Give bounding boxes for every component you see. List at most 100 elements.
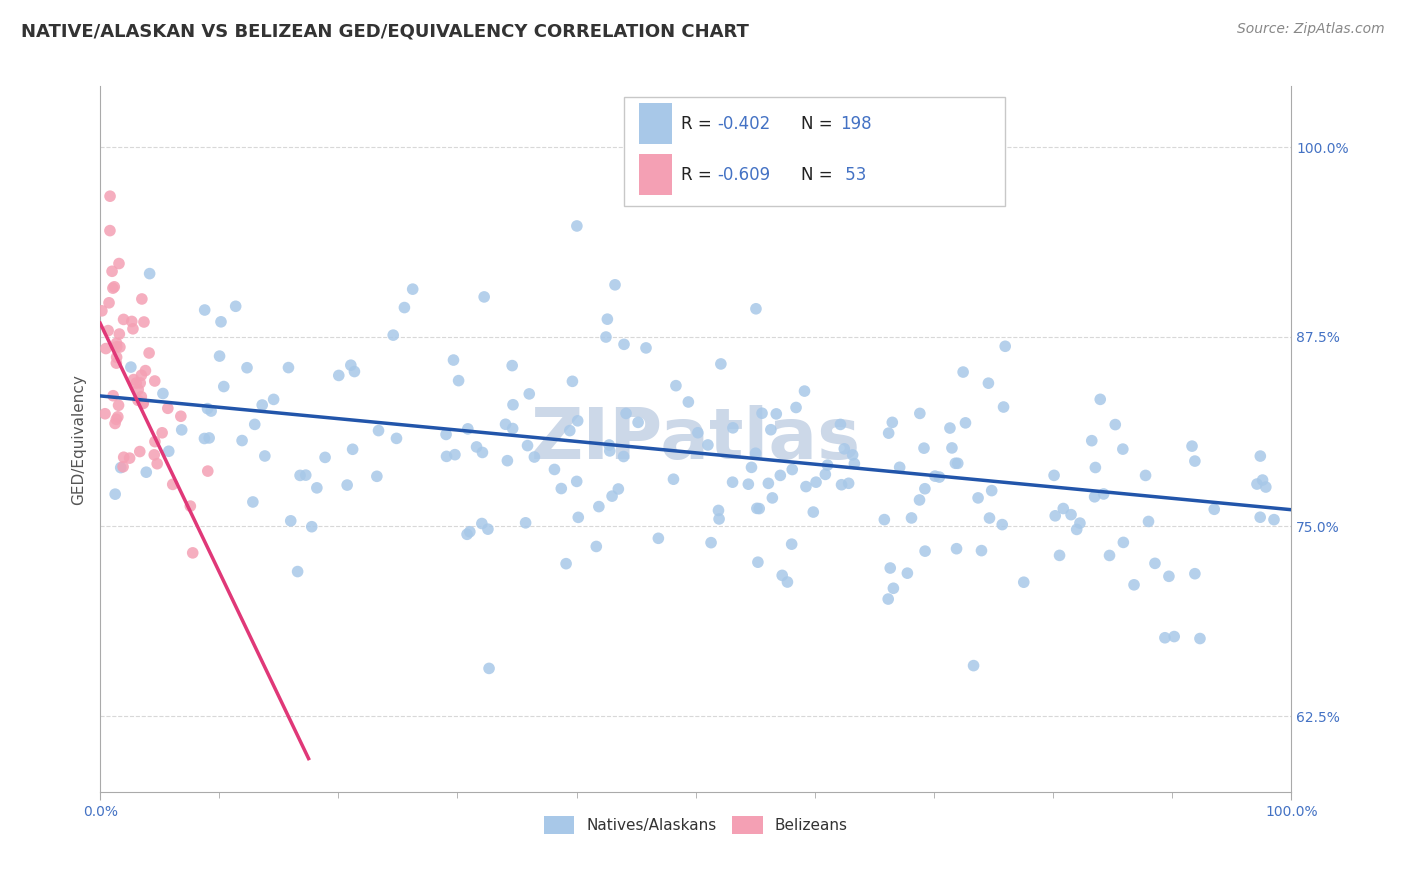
Point — [832, 442, 855, 456]
Bar — [638, 103, 672, 145]
Point — [555, 557, 578, 571]
Point — [162, 477, 184, 491]
Point — [707, 512, 730, 526]
Point — [1157, 569, 1180, 583]
Point — [343, 365, 366, 379]
Point — [138, 346, 160, 360]
Point — [776, 574, 799, 589]
Point — [294, 468, 316, 483]
Point — [634, 341, 657, 355]
Point — [107, 409, 129, 424]
Text: 53: 53 — [839, 166, 866, 184]
Point — [710, 357, 733, 371]
Point — [314, 450, 336, 465]
Point — [977, 376, 1000, 391]
Point — [941, 441, 963, 455]
Point — [112, 459, 135, 474]
Point — [402, 282, 425, 296]
Point — [105, 340, 128, 354]
Point — [250, 398, 273, 412]
Point — [912, 441, 935, 455]
Point — [181, 546, 204, 560]
Point — [170, 423, 193, 437]
Point — [550, 482, 572, 496]
Legend: Natives/Alaskans, Belizeans: Natives/Alaskans, Belizeans — [544, 816, 848, 834]
Point — [613, 450, 636, 464]
Point — [585, 540, 607, 554]
Point — [882, 581, 904, 595]
Point — [565, 475, 588, 489]
Point — [1098, 549, 1121, 563]
Point — [814, 467, 837, 482]
Point — [945, 541, 967, 556]
Point — [745, 301, 768, 316]
Point — [305, 481, 328, 495]
Point — [817, 458, 839, 472]
Point — [991, 517, 1014, 532]
Point — [1154, 631, 1177, 645]
Point — [896, 566, 918, 581]
Point — [129, 376, 152, 390]
Point — [588, 500, 610, 514]
Point — [801, 505, 824, 519]
Point — [744, 446, 766, 460]
Point — [152, 386, 174, 401]
Point — [1080, 434, 1102, 448]
Point — [873, 513, 896, 527]
Point — [613, 337, 636, 351]
Point — [131, 390, 153, 404]
Text: NATIVE/ALASKAN VS BELIZEAN GED/EQUIVALENCY CORRELATION CHART: NATIVE/ALASKAN VS BELIZEAN GED/EQUIVALEN… — [21, 22, 749, 40]
Point — [1188, 632, 1211, 646]
Point — [495, 417, 517, 432]
Point — [108, 256, 131, 270]
Point — [914, 482, 936, 496]
Point — [770, 568, 793, 582]
Point — [1249, 510, 1271, 524]
Point — [478, 661, 501, 675]
Point — [98, 189, 121, 203]
Point — [122, 373, 145, 387]
Point — [328, 368, 350, 383]
Point — [135, 465, 157, 479]
Point — [131, 292, 153, 306]
Point — [945, 456, 967, 470]
Point — [197, 464, 219, 478]
Point — [1049, 549, 1071, 563]
Point — [263, 392, 285, 407]
Point — [748, 501, 770, 516]
Point — [882, 416, 904, 430]
Point — [243, 417, 266, 432]
Point — [447, 374, 470, 388]
Point — [288, 468, 311, 483]
Point — [101, 264, 124, 278]
Point — [1249, 449, 1271, 463]
Point — [565, 219, 588, 233]
Point — [678, 395, 700, 409]
Point — [128, 444, 150, 458]
Point — [994, 339, 1017, 353]
Point — [105, 336, 128, 351]
Point — [1112, 442, 1135, 456]
Point — [751, 406, 773, 420]
Point — [614, 407, 637, 421]
Point — [523, 450, 546, 464]
Point — [1052, 501, 1074, 516]
Point — [596, 312, 619, 326]
Point — [1012, 575, 1035, 590]
Point — [132, 315, 155, 329]
Point — [595, 330, 617, 344]
Point — [200, 404, 222, 418]
Point — [1104, 417, 1126, 432]
Point — [101, 389, 124, 403]
Point — [101, 281, 124, 295]
Point — [970, 543, 993, 558]
Point — [889, 460, 911, 475]
Point — [90, 303, 112, 318]
Point — [287, 565, 309, 579]
Point — [780, 537, 803, 551]
Text: -0.402: -0.402 — [717, 115, 770, 133]
Point — [700, 535, 723, 549]
Point — [193, 432, 215, 446]
Point — [780, 462, 803, 476]
Point — [434, 427, 457, 442]
